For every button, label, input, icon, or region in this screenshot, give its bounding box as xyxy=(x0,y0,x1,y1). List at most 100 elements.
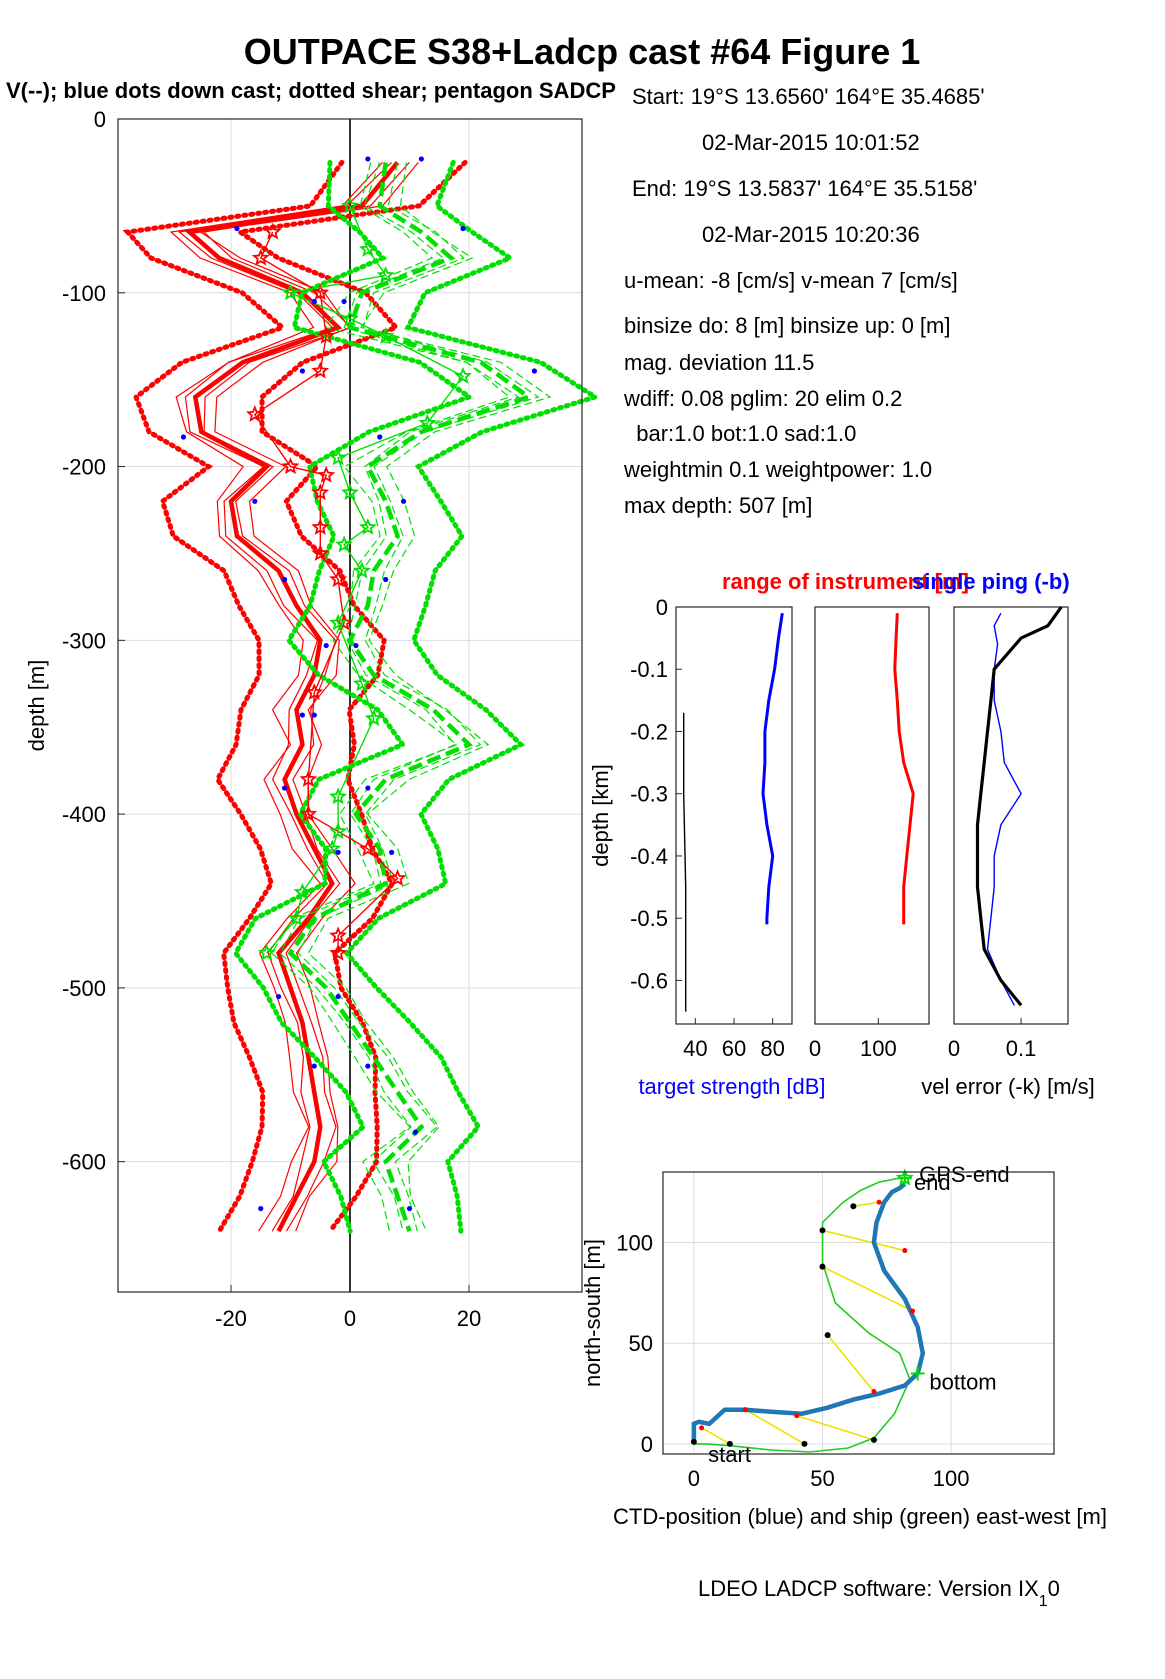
sadcp_v-marker xyxy=(293,882,312,900)
sadcp_u-marker xyxy=(263,222,282,240)
sadcp_u-marker xyxy=(299,804,318,822)
downcast_u-dot xyxy=(234,225,240,232)
y-tick-label: 0 xyxy=(641,1432,653,1457)
downcast_u-dot xyxy=(180,434,187,440)
downcast_v-dot xyxy=(531,368,538,374)
gps-end-marker xyxy=(895,1168,914,1186)
footer-subscript: 1 xyxy=(1039,1593,1048,1610)
track-label: GPS-end xyxy=(919,1162,1010,1187)
y-tick-label: -0.5 xyxy=(630,906,668,931)
downcast_v-dot xyxy=(418,156,424,162)
y-axis-label: depth [km] xyxy=(588,764,613,867)
downcast_u-dot xyxy=(252,498,258,504)
ctd-marker xyxy=(742,1407,748,1413)
ship-marker xyxy=(819,1263,826,1270)
downcast_u-dot xyxy=(299,368,306,374)
downcast_v-dot xyxy=(365,1063,371,1069)
sadcp_v-marker xyxy=(454,366,472,384)
sadcp_v-marker xyxy=(376,326,395,344)
sadcp_u-marker xyxy=(311,544,330,561)
sadcp_u-track xyxy=(253,231,399,954)
downcast_u-dot xyxy=(311,1063,317,1069)
x-tick-label: -20 xyxy=(215,1306,247,1331)
x-tick-label: 40 xyxy=(683,1036,707,1061)
sadcp_v-marker xyxy=(341,483,359,501)
x-tick-label: 50 xyxy=(810,1466,834,1491)
track-label: bottom xyxy=(929,1369,996,1394)
series-line xyxy=(683,712,687,1012)
downcast_v-dot xyxy=(311,712,317,718)
info-magdev: mag. deviation 11.5 xyxy=(624,350,814,375)
sadcp_v-marker xyxy=(329,448,348,466)
footer-text: LDEO LADCP software: Version IX xyxy=(698,1576,1039,1601)
ctd-marker xyxy=(910,1308,916,1314)
downcast_u-dot xyxy=(258,1205,264,1212)
x-tick-label: 100 xyxy=(933,1466,970,1491)
sadcp_u-marker xyxy=(329,926,348,944)
x-tick-label: 60 xyxy=(722,1036,746,1061)
downcast_u-dot xyxy=(281,785,288,791)
y-tick-label: 0 xyxy=(656,595,668,620)
sadcp_u-marker xyxy=(299,770,318,787)
y-tick-label: -500 xyxy=(62,976,106,1001)
ship-ctd-link xyxy=(827,1334,875,1393)
sadcp_v-marker xyxy=(329,613,348,631)
series-line xyxy=(986,612,1022,1006)
sadcp_v-marker xyxy=(358,518,377,535)
p4-title: single ping (-b) xyxy=(912,569,1070,594)
panel-frame xyxy=(953,606,1069,1025)
sadcp_v-marker xyxy=(281,283,300,301)
y-axis-label: depth [m] xyxy=(24,660,49,752)
y-tick-label: -600 xyxy=(62,1150,106,1175)
y-tick-label: -0.4 xyxy=(630,844,668,869)
series-u-ensemble-line xyxy=(198,162,419,1232)
target-strength-plot: 40 60 80 0 -0.1 -0.2 -0.3 -0.4 -0.5 -0.6 depth [km… xyxy=(588,595,826,1099)
sadcp_u-marker xyxy=(311,483,330,501)
x-tick-label: 100 xyxy=(860,1036,897,1061)
series-line xyxy=(761,612,784,925)
sadcp_u-marker xyxy=(329,570,348,588)
sadcp_u-marker xyxy=(388,869,407,886)
x-axis-label: vel error (-k) [m/s] xyxy=(921,1074,1095,1099)
x-axis-label: CTD-position (blue) and ship (green) eas… xyxy=(613,1504,1107,1529)
ship-marker xyxy=(824,1332,831,1339)
sadcp_u-marker xyxy=(317,326,336,344)
sadcp_u-marker xyxy=(311,283,330,301)
downcast_v-dot xyxy=(383,576,389,583)
sadcp_u-marker xyxy=(311,361,330,379)
sadcp_u-marker xyxy=(358,839,377,857)
ship-marker xyxy=(726,1440,733,1447)
ship-marker xyxy=(850,1203,857,1210)
downcast_v-dot xyxy=(389,849,395,855)
sadcp_v-marker xyxy=(418,413,437,431)
sadcp_v-marker xyxy=(358,239,377,257)
ship-ctd-link xyxy=(853,1201,880,1208)
series-line xyxy=(975,606,1063,1007)
downcast_u-dot xyxy=(335,849,341,855)
y-tick-label: -0.1 xyxy=(630,657,668,682)
sadcp_u-marker xyxy=(329,943,348,961)
sadcp_u-marker xyxy=(245,405,264,422)
sadcp_u-marker xyxy=(281,457,300,475)
x-tick-label: 80 xyxy=(760,1036,784,1061)
ship-marker xyxy=(801,1440,808,1447)
plot-background xyxy=(663,1172,1054,1454)
ship-ctd-link xyxy=(701,1427,731,1445)
y-tick-label: -400 xyxy=(62,802,106,827)
downcast_v-dot xyxy=(406,1205,413,1212)
series-u-shear-envelope xyxy=(122,159,345,1234)
y-tick-label: -200 xyxy=(62,455,106,480)
info-wdiff: wdiff: 0.08 pglim: 20 elim 0.2 xyxy=(623,386,902,411)
y-tick-label: -300 xyxy=(62,628,106,653)
series-v-shear-envelope xyxy=(232,159,475,1234)
y-tick-label: 100 xyxy=(616,1231,653,1256)
downcast_u-dot xyxy=(276,993,282,1000)
sadcp_v-marker xyxy=(257,943,276,961)
info-means: u-mean: -8 [cm/s] v-mean 7 [cm/s] xyxy=(624,268,958,293)
downcast_v-dot xyxy=(353,642,359,649)
downcast_v-dot xyxy=(335,993,341,1000)
x-tick-label: 0 xyxy=(809,1036,821,1061)
y-tick-label: -0.2 xyxy=(630,719,668,744)
velocity-error-plot: 0 0.1 vel error (-k) [m/s] xyxy=(921,606,1095,1099)
